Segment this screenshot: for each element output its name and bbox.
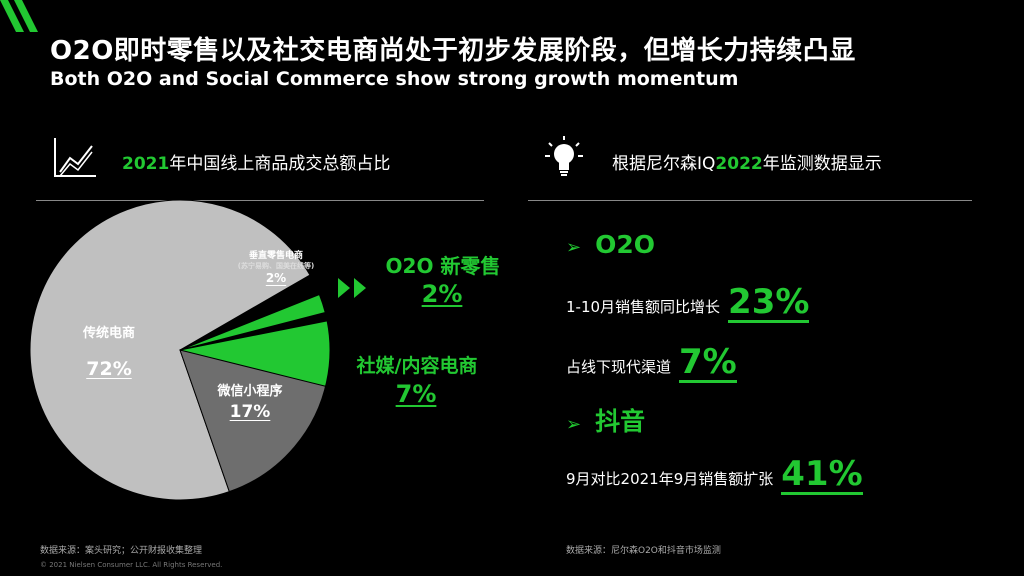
- pie-slice-social: [179, 320, 331, 387]
- o2o-growth-value: 23%: [728, 282, 810, 323]
- slice-label-o2o: O2O 新零售: [385, 254, 501, 278]
- arrow-bullet-icon-2: ➢: [566, 414, 582, 435]
- o2o-growth-label: 1-10月销售额同比增长: [566, 298, 721, 316]
- slice-label-wechat: 微信小程序: [217, 384, 283, 399]
- douyin-growth-label: 9月对比2021年9月销售额扩张: [566, 470, 774, 488]
- right-section-title: 根据尼尔森IQ2022年监测数据显示: [612, 149, 882, 174]
- left-source-note: 数据来源：案头研究；公开财报收集整理: [40, 546, 203, 556]
- o2o-heading: ➢ O2O: [566, 230, 655, 259]
- copyright-note: © 2021 Nielsen Consumer LLC. All Rights …: [40, 561, 223, 569]
- brand-logo-icon: [0, 0, 38, 32]
- pie-slice-traditional: [29, 200, 311, 500]
- slice-pct-wechat: 17%: [229, 402, 271, 422]
- o2o-share-label: 占线下现代渠道: [566, 358, 672, 376]
- pie-slice-o2o: [179, 293, 326, 351]
- douyin-heading: ➢ 抖音: [566, 402, 645, 438]
- right-section-year: 2022: [715, 154, 763, 174]
- page-title: O2O即时零售以及社交电商尚处于初步发展阶段，但增长力持续凸显: [50, 36, 856, 66]
- right-source-note: 数据来源：尼尔森O2O和抖音市场监测: [566, 546, 721, 556]
- left-section-text: 年中国线上商品成交总额占比: [169, 154, 391, 174]
- right-section-prefix: 根据尼尔森IQ: [612, 154, 716, 174]
- pie-slice-wechat: [179, 349, 329, 493]
- o2o-share-value: 7%: [679, 342, 737, 383]
- double-chevron-icon: [338, 278, 366, 298]
- douyin-heading-text: 抖音: [595, 407, 646, 436]
- o2o-share-row: 占线下现代渠道 7%: [566, 344, 737, 383]
- douyin-growth-row: 9月对比2021年9月销售额扩张 41%: [566, 456, 863, 495]
- left-section-year: 2021: [122, 154, 170, 174]
- left-section-title: 2021年中国线上商品成交总额占比: [122, 149, 390, 174]
- slice-pct-vertical: 2%: [265, 271, 287, 285]
- slice-label-vertical: 垂直零售电商: [248, 251, 303, 261]
- o2o-growth-row: 1-10月销售额同比增长 23%: [566, 282, 810, 323]
- arrow-bullet-icon: ➢: [566, 237, 582, 258]
- slice-pct-social: 7%: [395, 380, 437, 408]
- chart-trend-icon: [54, 138, 96, 177]
- o2o-heading-text: O2O: [595, 230, 655, 259]
- douyin-growth-value: 41%: [781, 454, 863, 495]
- slice-label-social: 社媒/内容电商: [356, 355, 478, 377]
- lightbulb-icon: [545, 136, 583, 176]
- right-section-suffix: 年监测数据显示: [762, 154, 882, 174]
- page-subtitle: Both O2O and Social Commerce show strong…: [50, 68, 739, 90]
- right-divider: [528, 200, 972, 201]
- slice-label-traditional: 传统电商: [82, 326, 135, 341]
- slice-pct-o2o: 2%: [421, 280, 463, 308]
- slice-pct-traditional: 72%: [86, 358, 132, 380]
- share-pie-chart: [29, 200, 331, 500]
- slice-sub-vertical: (苏宁易购、国美在线等): [237, 262, 315, 270]
- left-divider: [36, 200, 484, 201]
